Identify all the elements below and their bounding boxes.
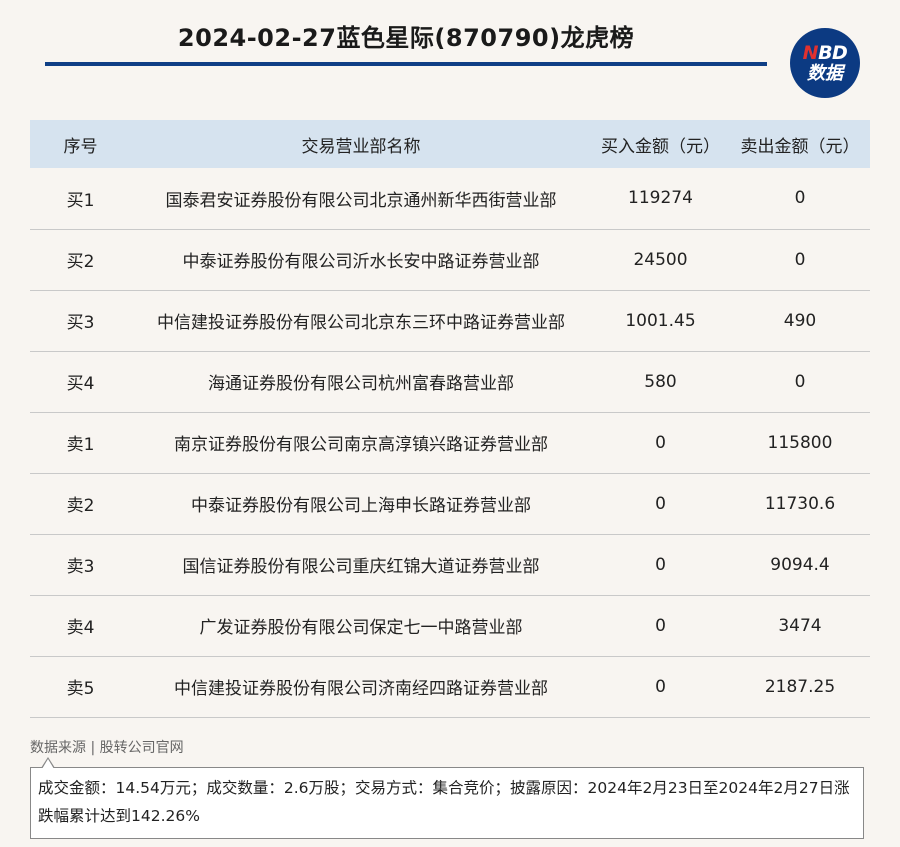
table-row: 卖4 广发证券股份有限公司保定七一中路营业部 0 3474 bbox=[30, 595, 870, 656]
trade-summary-note: 成交金额：14.54万元；成交数量：2.6万股；交易方式：集合竞价；披露原因：2… bbox=[30, 767, 864, 839]
cell-buy-amount: 0 bbox=[655, 676, 666, 697]
cell-buy-amount: 0 bbox=[655, 493, 666, 514]
cell-branch-name: 海通证券股份有限公司杭州富春路营业部 bbox=[208, 374, 514, 394]
logo-text-bottom: 数据 bbox=[807, 62, 843, 84]
data-source-label: 数据来源 | 股转公司官网 bbox=[30, 740, 184, 756]
cell-buy-amount: 1001.45 bbox=[625, 310, 696, 331]
cell-buy-amount: 580 bbox=[644, 371, 677, 392]
logo-text-top: NBD bbox=[802, 41, 848, 64]
cell-buy-amount: 119274 bbox=[628, 188, 693, 209]
cell-seq: 买2 bbox=[66, 252, 95, 272]
table-row: 卖3 国信证券股份有限公司重庆红锦大道证券营业部 0 9094.4 bbox=[30, 534, 870, 595]
cell-sell-amount: 2187.25 bbox=[764, 676, 836, 697]
header-seq: 序号 bbox=[63, 136, 98, 157]
cell-buy-amount: 0 bbox=[655, 432, 666, 453]
cell-sell-amount: 9094.4 bbox=[770, 554, 830, 575]
header-sell-amount: 卖出金额（元） bbox=[740, 136, 860, 157]
table-row: 卖5 中信建投证券股份有限公司济南经四路证券营业部 0 2187.25 bbox=[30, 656, 870, 717]
table-row: 买1 国泰君安证券股份有限公司北京通州新华西街营业部 119274 0 bbox=[30, 168, 870, 229]
header-buy-amount: 买入金额（元） bbox=[601, 136, 720, 157]
table-row: 买4 海通证券股份有限公司杭州富春路营业部 580 0 bbox=[30, 351, 870, 412]
table-header-row: 序号 交易营业部名称 买入金额（元） 卖出金额（元） bbox=[30, 120, 870, 168]
dragon-tiger-table: 序号 交易营业部名称 买入金额（元） 卖出金额（元） 买1 国泰君安证券股份有限… bbox=[30, 120, 870, 718]
cell-branch-name: 国信证券股份有限公司重庆红锦大道证券营业部 bbox=[182, 557, 540, 577]
cell-seq: 买1 bbox=[66, 190, 95, 211]
cell-sell-amount: 3474 bbox=[778, 615, 822, 636]
cell-sell-amount: 0 bbox=[794, 371, 806, 392]
cell-branch-name: 中信建投证券股份有限公司北京东三环中路证券营业部 bbox=[157, 313, 565, 333]
cell-sell-amount: 115800 bbox=[767, 432, 833, 453]
cell-branch-name: 南京证券股份有限公司南京高淳镇兴路证券营业部 bbox=[174, 435, 548, 455]
cell-seq: 卖3 bbox=[66, 557, 95, 577]
cell-buy-amount: 0 bbox=[655, 615, 666, 636]
table-row: 卖2 中泰证券股份有限公司上海申长路证券营业部 0 11730.6 bbox=[30, 473, 870, 534]
cell-sell-amount: 490 bbox=[783, 310, 817, 331]
cell-branch-name: 国泰君安证券股份有限公司北京通州新华西街营业部 bbox=[165, 190, 557, 211]
cell-buy-amount: 24500 bbox=[633, 249, 688, 270]
cell-branch-name: 中信建投证券股份有限公司济南经四路证券营业部 bbox=[174, 679, 548, 699]
cell-sell-amount: 0 bbox=[794, 249, 806, 270]
page-title: 2024-02-27蓝色星际(870790)龙虎榜 bbox=[177, 24, 635, 52]
note-pointer-fill bbox=[42, 759, 54, 769]
cell-branch-name: 广发证券股份有限公司保定七一中路营业部 bbox=[199, 618, 523, 638]
cell-seq: 卖4 bbox=[66, 618, 95, 638]
cell-sell-amount: 11730.6 bbox=[764, 493, 836, 514]
nbd-logo: NBD 数据 bbox=[790, 28, 860, 98]
table-row: 买3 中信建投证券股份有限公司北京东三环中路证券营业部 1001.45 490 bbox=[30, 290, 870, 351]
cell-branch-name: 中泰证券股份有限公司沂水长安中路证券营业部 bbox=[182, 252, 540, 272]
cell-seq: 卖5 bbox=[66, 679, 95, 699]
cell-seq: 卖1 bbox=[66, 435, 95, 455]
cell-seq: 买3 bbox=[66, 313, 95, 333]
table-row: 买2 中泰证券股份有限公司沂水长安中路证券营业部 24500 0 bbox=[30, 229, 870, 290]
table-row: 卖1 南京证券股份有限公司南京高淳镇兴路证券营业部 0 115800 bbox=[30, 412, 870, 473]
cell-branch-name: 中泰证券股份有限公司上海申长路证券营业部 bbox=[191, 496, 531, 516]
cell-buy-amount: 0 bbox=[655, 554, 666, 575]
cell-seq: 卖2 bbox=[66, 496, 95, 516]
cell-seq: 买4 bbox=[66, 374, 95, 394]
header-branch-name: 交易营业部名称 bbox=[301, 136, 421, 157]
title-underline bbox=[45, 62, 767, 66]
cell-sell-amount: 0 bbox=[794, 188, 806, 209]
